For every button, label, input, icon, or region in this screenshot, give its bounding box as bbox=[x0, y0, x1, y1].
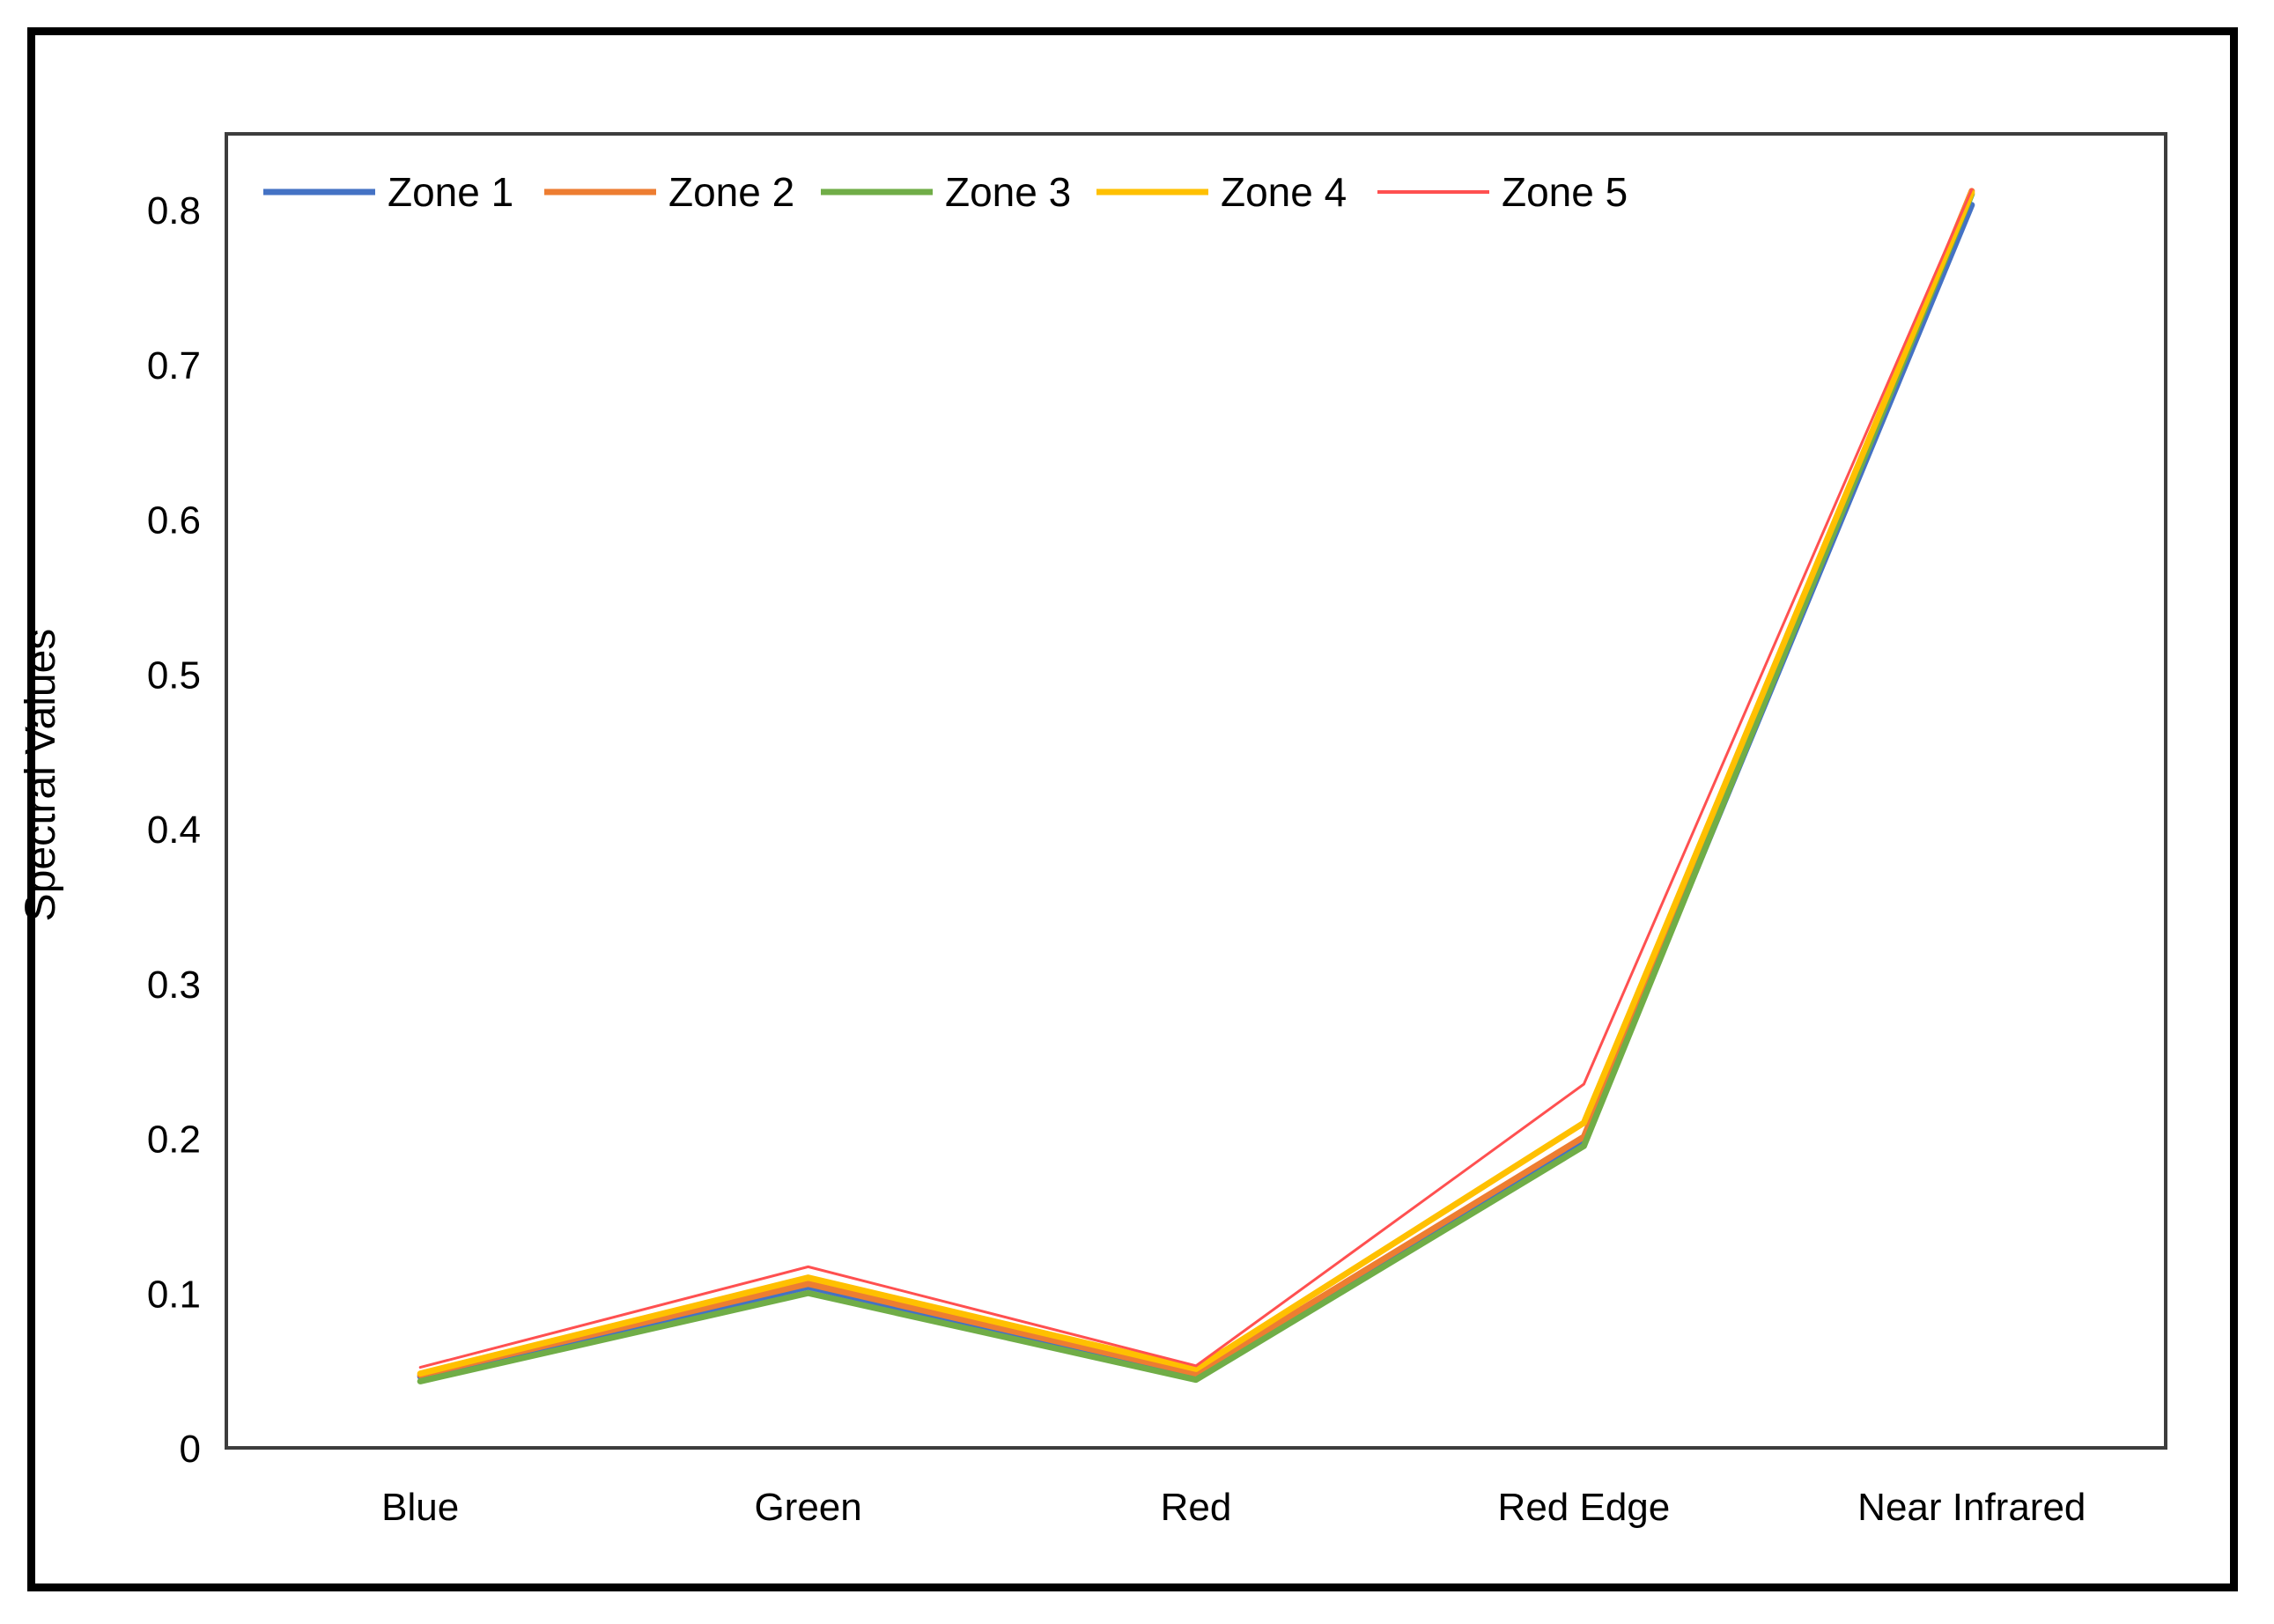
legend-item-zone-2: Zone 2 bbox=[544, 169, 794, 215]
y-tick-label: 0.6 bbox=[147, 499, 201, 543]
legend-item-zone-5: Zone 5 bbox=[1377, 169, 1628, 215]
y-tick-label: 0.2 bbox=[147, 1118, 201, 1162]
y-axis-title: Spectral Values bbox=[18, 629, 64, 922]
figure-border bbox=[27, 27, 2238, 1591]
legend-item-zone-1: Zone 1 bbox=[263, 169, 513, 215]
plot-area-border bbox=[225, 132, 2167, 1450]
series-line-zone-1 bbox=[417, 202, 1975, 1380]
y-tick-label: 0.3 bbox=[147, 963, 201, 1007]
legend-label-zone-4: Zone 4 bbox=[1221, 169, 1347, 215]
x-category-label-red-edge: Red Edge bbox=[1498, 1486, 1671, 1529]
legend-label-zone-1: Zone 1 bbox=[388, 169, 513, 215]
series-line-zone-2 bbox=[417, 188, 1975, 1378]
y-tick-label: 0.8 bbox=[147, 189, 201, 233]
legend-item-zone-4: Zone 4 bbox=[1096, 169, 1347, 215]
series-line-zone-5 bbox=[418, 188, 1974, 1369]
y-tick-label: 0.1 bbox=[147, 1273, 201, 1316]
series-line-zone-3 bbox=[417, 190, 1975, 1384]
x-category-label-near-infrared: Near Infrared bbox=[1857, 1486, 2086, 1529]
series-line-zone-4 bbox=[417, 189, 1975, 1377]
x-category-label-red: Red bbox=[1161, 1486, 1232, 1529]
y-tick-label: 0.5 bbox=[147, 653, 201, 697]
y-tick-label: 0.7 bbox=[147, 344, 201, 388]
y-tick-label: 0 bbox=[180, 1428, 201, 1471]
legend-label-zone-2: Zone 2 bbox=[668, 169, 794, 215]
y-tick-label: 0.4 bbox=[147, 808, 201, 852]
x-category-label-blue: Blue bbox=[381, 1486, 459, 1529]
legend-label-zone-3: Zone 3 bbox=[945, 169, 1071, 215]
x-category-label-green: Green bbox=[754, 1486, 861, 1529]
legend-item-zone-3: Zone 3 bbox=[821, 169, 1071, 215]
legend-label-zone-5: Zone 5 bbox=[1502, 169, 1628, 215]
